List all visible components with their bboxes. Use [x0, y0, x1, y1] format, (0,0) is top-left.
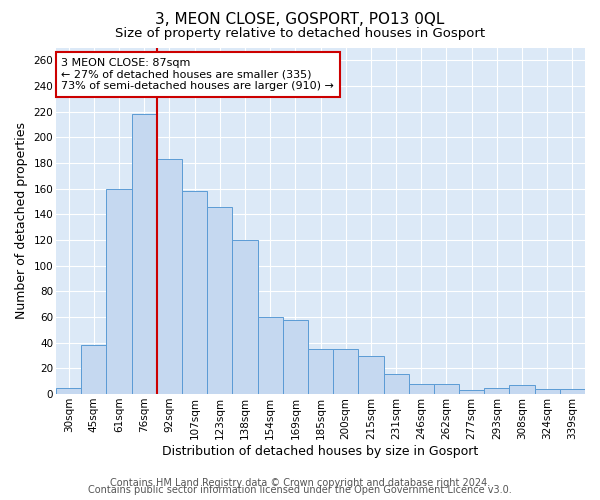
Bar	[131, 114, 157, 394]
Bar	[106, 188, 131, 394]
Text: Contains public sector information licensed under the Open Government Licence v3: Contains public sector information licen…	[88, 485, 512, 495]
Bar	[409, 384, 434, 394]
Text: 3, MEON CLOSE, GOSPORT, PO13 0QL: 3, MEON CLOSE, GOSPORT, PO13 0QL	[155, 12, 445, 28]
Bar	[157, 159, 182, 394]
Bar	[207, 206, 232, 394]
Bar	[182, 192, 207, 394]
Bar	[560, 389, 585, 394]
Bar	[358, 356, 383, 394]
Text: 3 MEON CLOSE: 87sqm
← 27% of detached houses are smaller (335)
73% of semi-detac: 3 MEON CLOSE: 87sqm ← 27% of detached ho…	[61, 58, 334, 91]
Bar	[308, 349, 333, 394]
Bar	[509, 385, 535, 394]
X-axis label: Distribution of detached houses by size in Gosport: Distribution of detached houses by size …	[163, 444, 479, 458]
Y-axis label: Number of detached properties: Number of detached properties	[15, 122, 28, 320]
Bar	[283, 320, 308, 394]
Bar	[257, 317, 283, 394]
Bar	[383, 374, 409, 394]
Bar	[459, 390, 484, 394]
Bar	[434, 384, 459, 394]
Text: Size of property relative to detached houses in Gosport: Size of property relative to detached ho…	[115, 28, 485, 40]
Bar	[484, 388, 509, 394]
Text: Contains HM Land Registry data © Crown copyright and database right 2024.: Contains HM Land Registry data © Crown c…	[110, 478, 490, 488]
Bar	[333, 349, 358, 394]
Bar	[232, 240, 257, 394]
Bar	[56, 388, 81, 394]
Bar	[81, 346, 106, 394]
Bar	[535, 389, 560, 394]
